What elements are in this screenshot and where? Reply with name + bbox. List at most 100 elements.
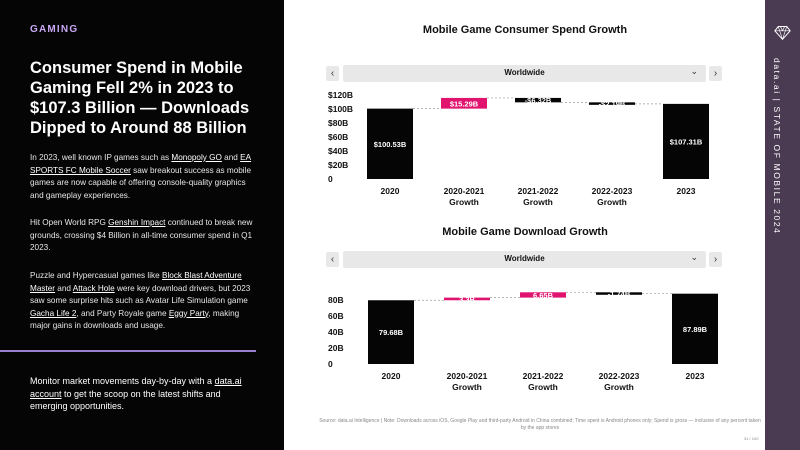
chevron-right-icon: ›: [713, 68, 718, 79]
paragraph-text: were key download drivers, but 2023 saw …: [30, 283, 251, 306]
spend-category-label: 2021-2022: [518, 186, 559, 196]
download-category-label: 2020-2021: [447, 371, 488, 381]
section-tag: GAMING: [30, 24, 79, 35]
spend-category-label: Growth: [449, 197, 479, 207]
spend-prev-button[interactable]: ‹: [326, 66, 339, 81]
paragraph-text: continued to break new grounds, crossing…: [30, 218, 253, 252]
download-bar: [444, 297, 490, 301]
download-category-label: 2021-2022: [523, 371, 564, 381]
download-category-label: Growth: [452, 382, 482, 392]
download-chart-title: Mobile Game Download Growth: [442, 226, 608, 238]
link-genshin-impact[interactable]: Genshin Impact: [108, 218, 166, 227]
paragraph-text: Hit Open World RPG: [30, 218, 109, 227]
page-title: Consumer Spend in Mobile Gaming Fell 2% …: [30, 59, 250, 137]
paragraph-text: and: [55, 283, 73, 293]
spend-y-tick-label: $40B: [328, 146, 348, 156]
paragraph-text: Puzzle and Hypercasual games like: [30, 271, 162, 280]
spend-y-tick-label: $60B: [328, 132, 348, 142]
paragraph-text: , and Party Royale game: [76, 308, 169, 318]
download-y-tick-label: 0: [328, 359, 333, 369]
spend-category-label: 2022-2023: [592, 186, 633, 196]
footnote: Source: data.ai Intelligence | Note: Dow…: [319, 418, 761, 431]
download-y-tick-label: 40B: [328, 327, 344, 337]
link-data-ai-account[interactable]: data.ai account: [30, 376, 242, 399]
spend-category-label: 2023: [677, 186, 696, 196]
paragraph-text: In 2023, well known IP games such as: [30, 153, 172, 162]
chevron-left-icon: ‹: [330, 68, 335, 79]
download-region-value: Worldwide: [504, 254, 545, 263]
link-attack-hole[interactable]: Attack Hole: [72, 283, 115, 293]
download-category-label: 2023: [686, 371, 705, 381]
download-data-label: 87.89B: [683, 325, 708, 334]
chevron-down-icon: ⌄: [690, 66, 698, 76]
paragraph-text: , making major gains in downloads and us…: [30, 308, 240, 331]
download-bar: [596, 292, 642, 295]
spend-category-label: Growth: [597, 197, 627, 207]
spend-y-tick-label: $80B: [328, 118, 348, 128]
spend-data-label: $100.53B: [374, 140, 407, 149]
download-bar: [672, 293, 718, 364]
download-data-label: 3.3B: [459, 295, 475, 304]
download-bar: [368, 300, 414, 364]
paragraph-text: and: [221, 153, 241, 162]
spend-y-tick-label: $120B: [328, 90, 353, 100]
link-monopoly-go[interactable]: Monopoly GO: [171, 153, 222, 162]
spend-y-tick-label: $20B: [328, 160, 348, 170]
cta-text: to get the scoop on the latest shifts an…: [30, 388, 221, 412]
spend-bar: [663, 103, 709, 179]
download-prev-button[interactable]: ‹: [326, 252, 339, 267]
download-data-label: 6.65B: [533, 291, 554, 300]
link-ea-sports-fc[interactable]: EA SPORTS FC Mobile Soccer: [30, 153, 252, 175]
link-eggy-party[interactable]: Eggy Party: [168, 308, 209, 318]
paragraph-puzzle-games: Puzzle and Hypercasual games like Block …: [30, 270, 258, 333]
chevron-right-icon: ›: [713, 254, 718, 265]
spend-waterfall-chart: 0 $20B $40B $60B $80B $100B $120B $100.53B 2020 $…: [328, 90, 709, 207]
spend-bar: [367, 108, 413, 179]
download-data-label: 79.68B: [379, 328, 404, 337]
link-gacha-life-2[interactable]: Gacha Life 2: [30, 308, 77, 318]
download-y-tick-label: 20B: [328, 343, 344, 353]
paragraph-text: saw breakout success as mobile games are…: [30, 165, 251, 200]
download-category-label: Growth: [528, 382, 558, 392]
download-y-tick-label: 80B: [328, 295, 344, 305]
spend-category-label: 2020: [381, 186, 400, 196]
spend-category-label: Growth: [523, 197, 553, 207]
cta-text: Monitor market movements day-by-day with…: [30, 376, 215, 386]
spend-chart-title: Mobile Game Consumer Spend Growth: [422, 24, 628, 36]
diamond-logo-icon: [774, 26, 791, 41]
spend-y-tick-label: $100B: [328, 104, 353, 114]
paragraph-genshin: Hit Open World RPG Genshin Impact contin…: [30, 217, 258, 255]
download-bar: [520, 292, 566, 298]
spend-next-button[interactable]: ›: [709, 66, 722, 81]
download-data-label: -1.74B: [608, 290, 631, 299]
spend-data-label: $107.31B: [670, 137, 703, 146]
spend-region-value: Worldwide: [504, 68, 545, 77]
spend-data-label: -$2.19B: [599, 100, 626, 109]
spend-y-tick-label: 0: [328, 174, 333, 184]
spend-region-select[interactable]: Worldwide ⌄: [343, 65, 706, 82]
report-title-vertical: data.ai | STATE OF MOBILE 2024: [772, 58, 782, 235]
page-number: 31 / 100: [744, 436, 759, 441]
chevron-down-icon: ⌄: [690, 252, 698, 262]
spend-bar: [441, 97, 487, 109]
chevron-left-icon: ‹: [330, 254, 335, 265]
download-category-label: 2020: [382, 371, 401, 381]
spend-bar: [589, 102, 635, 105]
spend-category-label: 2020-2021: [444, 186, 485, 196]
download-category-label: 2022-2023: [599, 371, 640, 381]
brand-rail: data.ai | STATE OF MOBILE 2024: [765, 0, 800, 450]
left-panel: GAMING Consumer Spend in Mobile Gaming F…: [0, 0, 284, 450]
spend-data-label: $15.29B: [450, 99, 479, 108]
divider: [0, 350, 256, 352]
download-category-label: Growth: [604, 382, 634, 392]
paragraph-ip-games: In 2023, well known IP games such as Mon…: [30, 152, 258, 202]
download-y-tick-label: 60B: [328, 311, 344, 321]
spend-bar: [515, 97, 561, 103]
spend-data-label: -$6.32B: [525, 96, 552, 105]
download-next-button[interactable]: ›: [709, 252, 722, 267]
rail-label: data.ai | STATE OF MOBILE 2024: [772, 58, 782, 235]
link-block-blast[interactable]: Block Blast Adventure Master: [30, 271, 242, 293]
download-region-select[interactable]: Worldwide ⌄: [343, 251, 706, 268]
call-to-action: Monitor market movements day-by-day with…: [30, 375, 252, 413]
download-waterfall-chart: 020B40B60B80B79.68B20203.3B2020-2021Grow…: [328, 290, 718, 392]
